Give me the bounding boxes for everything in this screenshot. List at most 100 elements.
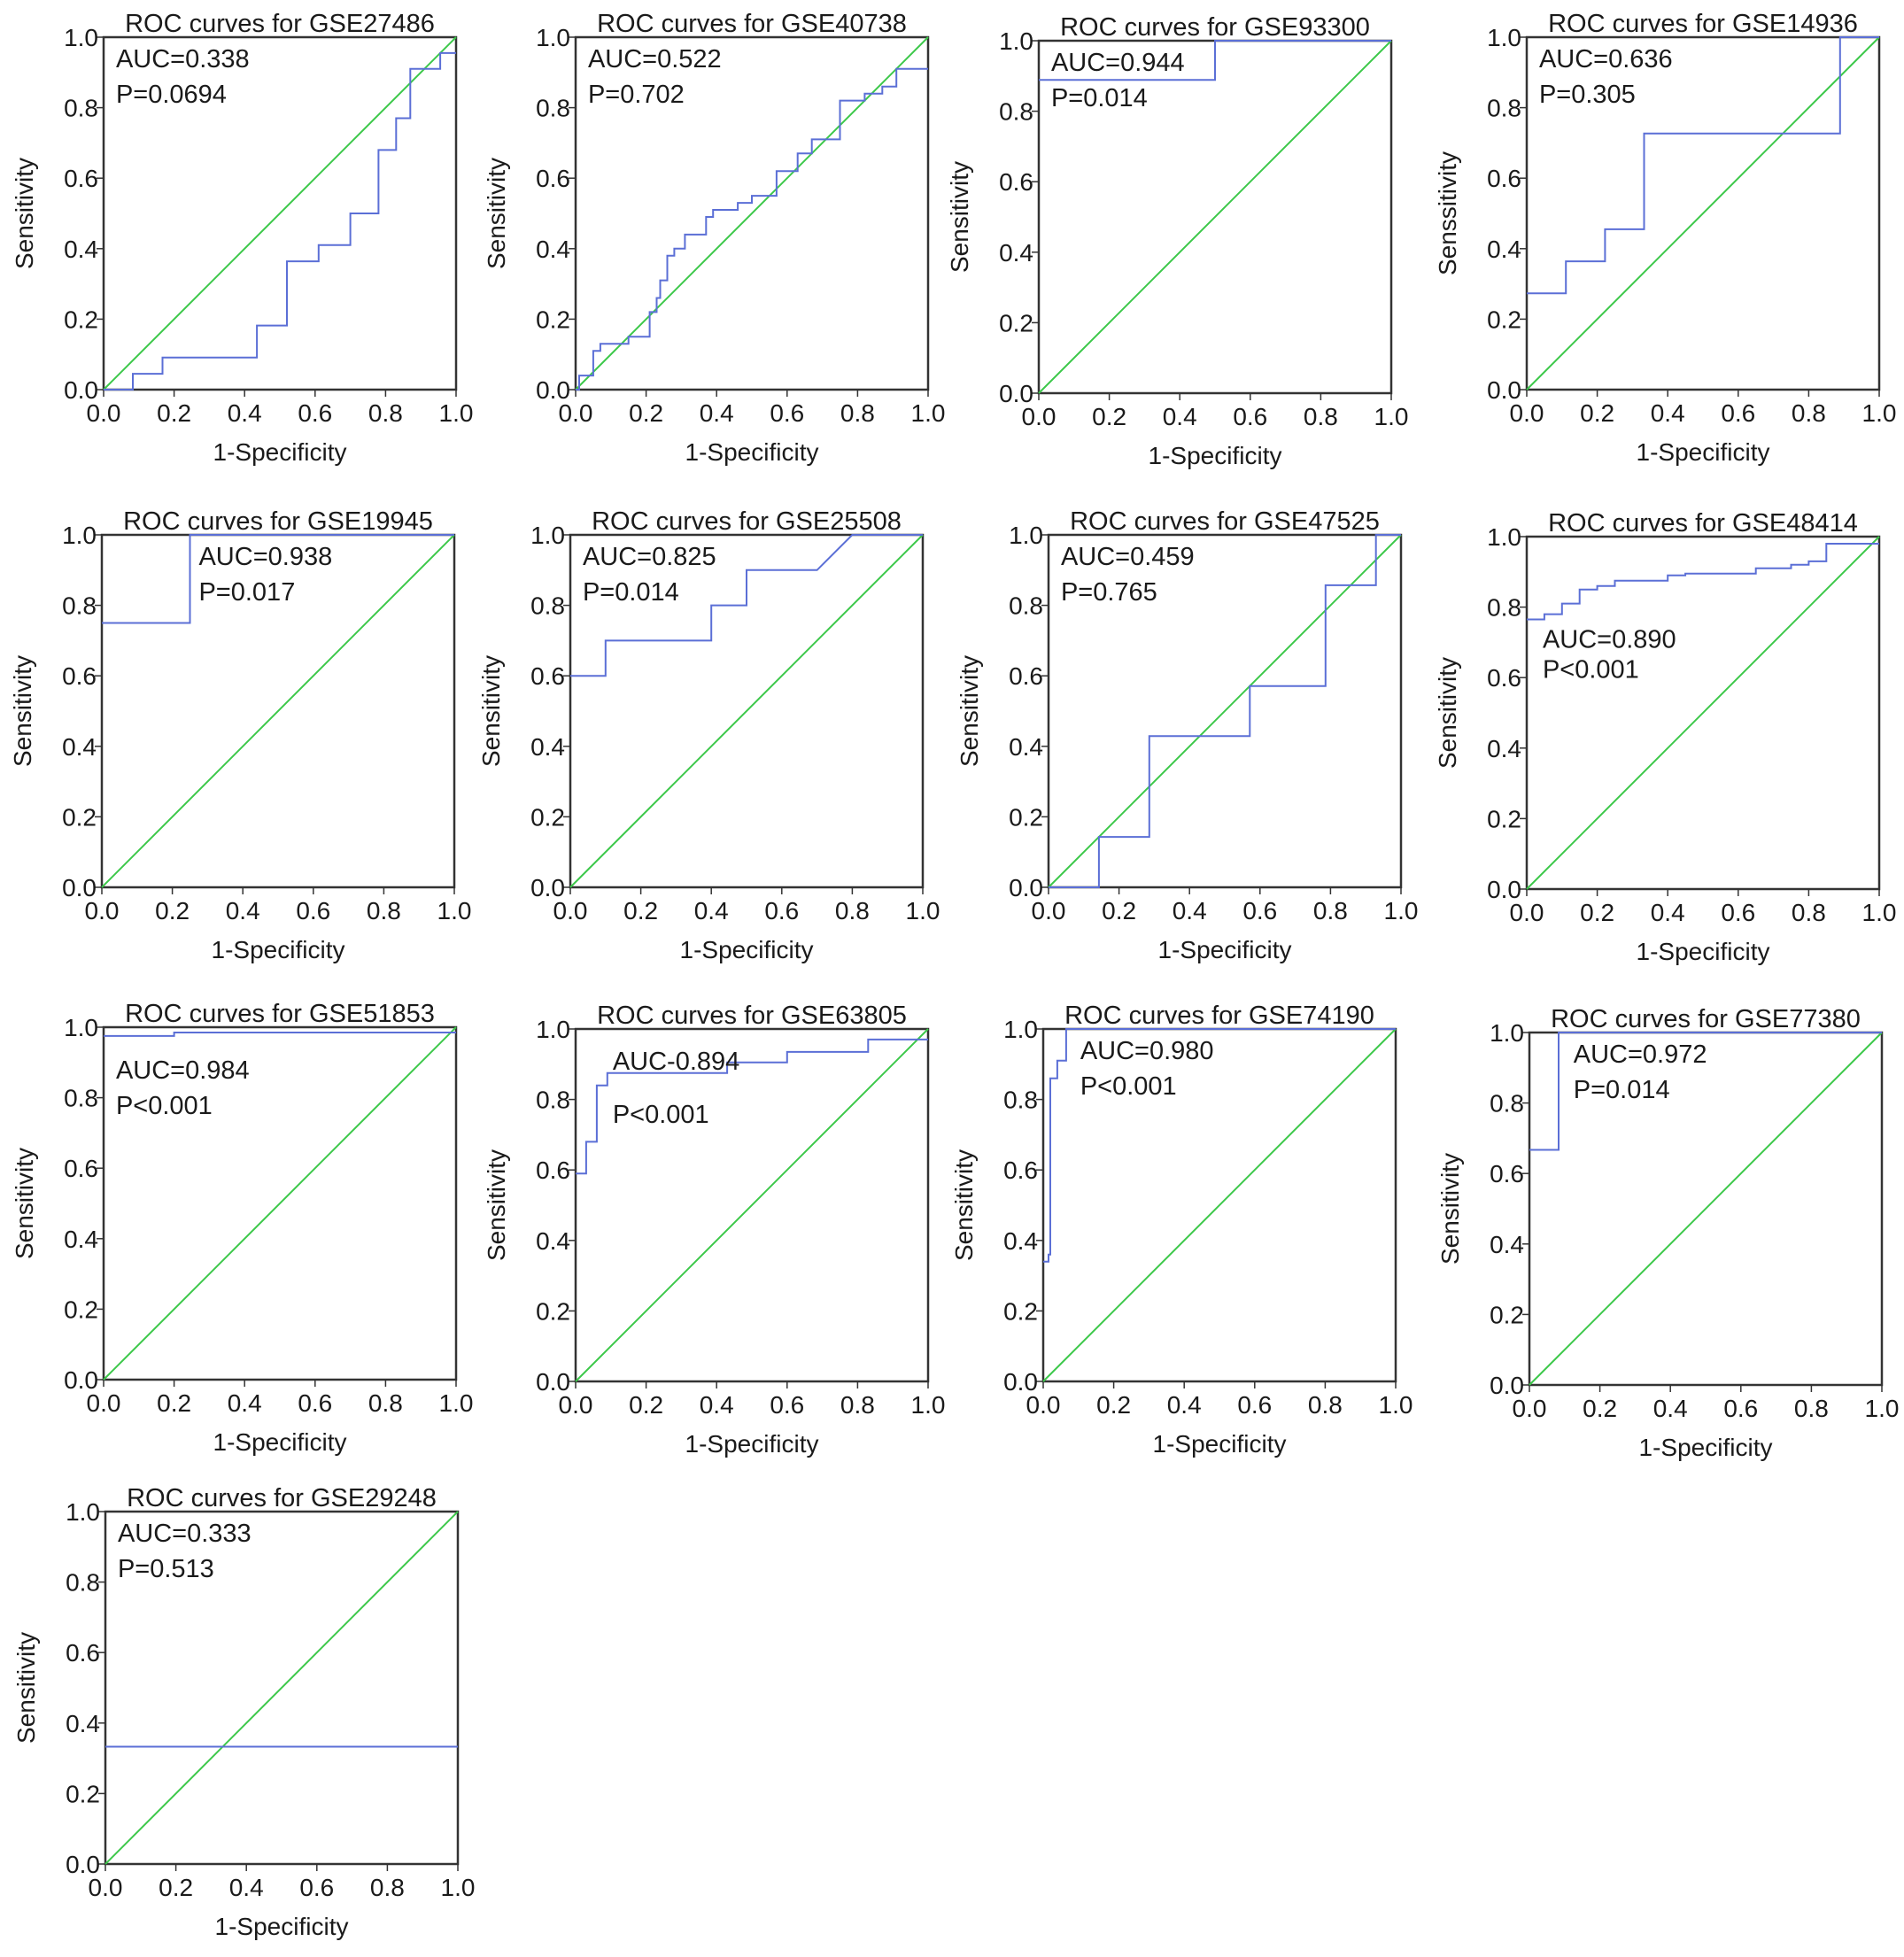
y-axis-label: Sensitivity bbox=[483, 1149, 510, 1261]
y-tick-label: 0.0 bbox=[66, 1851, 100, 1878]
plot-frame bbox=[102, 35, 458, 391]
plot-frame bbox=[574, 1027, 930, 1383]
roc-curve bbox=[1529, 1032, 1882, 1151]
reference-diagonal-line bbox=[1048, 534, 1402, 888]
roc-panel: ROC curves for GSE77380 0.0 0.0 0.2 0.2 0.4 0.… bbox=[1426, 995, 1901, 1478]
y-tick-label: 0.8 bbox=[536, 95, 570, 122]
y-axis-label: Sensitivity bbox=[9, 655, 36, 767]
x-tick-label: 1.0 bbox=[437, 897, 472, 924]
roc-curve bbox=[1527, 543, 1879, 621]
reference-diagonal-line bbox=[569, 534, 924, 888]
x-axis-label: 1-Specificity bbox=[213, 438, 347, 466]
y-tick-label: 0.4 bbox=[64, 236, 98, 263]
x-tick-label: 0.2 bbox=[629, 1391, 663, 1419]
y-axis-label: Sensitivity bbox=[483, 158, 510, 269]
plot-frame bbox=[102, 1025, 458, 1381]
y-tick-label: 0.2 bbox=[1487, 805, 1521, 832]
chart-title: ROC curves for GSE51853 bbox=[125, 1000, 435, 1028]
y-tick-label: 0.4 bbox=[62, 733, 97, 761]
y-axis-label: Sensitivity bbox=[12, 1632, 40, 1744]
reference-diagonal-line bbox=[1526, 536, 1880, 890]
y-tick-label: 1.0 bbox=[536, 24, 570, 51]
y-tick-label: 0.0 bbox=[64, 376, 98, 404]
y-tick-label: 0.6 bbox=[64, 1155, 98, 1182]
chart-title: ROC curves for GSE93300 bbox=[1060, 13, 1370, 42]
x-axis-label: 1-Specificity bbox=[1149, 442, 1282, 469]
x-tick-label: 1.0 bbox=[911, 399, 946, 427]
x-tick-label: 0.6 bbox=[296, 897, 330, 924]
x-tick-label: 0.4 bbox=[1163, 403, 1197, 430]
x-tick-label: 0.6 bbox=[1237, 1391, 1272, 1419]
y-tick-label: 0.6 bbox=[1487, 664, 1521, 692]
y-axis-label: Sensitivity bbox=[946, 161, 973, 273]
x-axis-label: 1-Specificity bbox=[1637, 938, 1770, 965]
x-tick-label: 0.0 bbox=[1510, 899, 1544, 926]
reference-diagonal-line bbox=[101, 534, 455, 888]
x-axis-label: 1-Specificity bbox=[1637, 438, 1770, 466]
y-tick-label: 0.6 bbox=[1490, 1160, 1524, 1187]
x-tick-label: 0.2 bbox=[157, 1389, 191, 1417]
y-tick-label: 0.6 bbox=[66, 1639, 100, 1667]
plot-frame bbox=[1525, 35, 1881, 391]
y-tick-label: 0.8 bbox=[1003, 1087, 1038, 1114]
roc-panel: ROC curves for GSE19945 0.0 0.0 0.2 0.2 0.4 0.… bbox=[0, 498, 474, 980]
x-tick-label: 0.8 bbox=[1794, 1395, 1829, 1422]
x-tick-label: 1.0 bbox=[1862, 899, 1897, 926]
x-tick-label: 0.2 bbox=[157, 399, 191, 427]
roc-chart: ROC curves for GSE48414 0.00.0 0.2 0.2 0.4 0.… bbox=[1434, 509, 1897, 965]
y-tick-label: 0.8 bbox=[1487, 594, 1521, 622]
y-tick-label: 0.0 bbox=[536, 376, 570, 404]
y-tick-label: 0.8 bbox=[536, 1087, 570, 1114]
x-tick-label: 1.0 bbox=[911, 1391, 946, 1419]
y-tick-label: 0.6 bbox=[1003, 1156, 1038, 1184]
roc-curve bbox=[570, 534, 923, 677]
y-tick-label: 1.0 bbox=[1487, 523, 1521, 551]
roc-curve bbox=[104, 51, 456, 391]
y-tick-label: 1.0 bbox=[64, 1014, 98, 1041]
y-tick-label: 0.0 bbox=[1003, 1368, 1038, 1396]
x-tick-label: 0.0 bbox=[1510, 399, 1544, 427]
reference-diagonal-line bbox=[575, 36, 929, 391]
roc-panel: ROC curves for GSE14936 0.0 0.0 0.2 0.2 0.4 0.… bbox=[1423, 0, 1899, 483]
x-tick-label: 0.8 bbox=[1308, 1391, 1343, 1419]
y-tick-label: 0.0 bbox=[530, 874, 565, 901]
reference-diagonal-line bbox=[103, 36, 457, 391]
x-tick-label: 0.6 bbox=[770, 1391, 804, 1419]
chart-title: ROC curves for GSE14936 bbox=[1548, 10, 1858, 38]
p-value-annotation: P=0.765 bbox=[1061, 578, 1157, 607]
y-tick-label: 0.2 bbox=[64, 306, 98, 333]
y-tick-label: 0.4 bbox=[66, 1710, 100, 1737]
y-tick-label: 1.0 bbox=[536, 1016, 570, 1043]
x-tick-label: 0.0 bbox=[559, 1391, 593, 1419]
x-tick-label: 0.6 bbox=[298, 399, 332, 427]
roc-chart: ROC curves for GSE40738 0.00.0 0.2 0.2 0.4 0.… bbox=[483, 10, 946, 466]
y-tick-label: 0.4 bbox=[536, 1227, 570, 1255]
x-tick-label: 0.8 bbox=[1304, 403, 1338, 430]
y-axis-label: Sensitivity bbox=[1436, 1153, 1464, 1265]
y-tick-label: 0.2 bbox=[1487, 306, 1521, 333]
y-tick-label: 0.0 bbox=[1487, 876, 1521, 903]
roc-chart: ROC curves for GSE29248 0.00.0 0.2 0.2 0.4 0.… bbox=[12, 1484, 475, 1940]
x-tick-label: 0.4 bbox=[229, 1874, 264, 1901]
reference-diagonal-line bbox=[103, 1026, 457, 1381]
p-value-annotation: P=0.0694 bbox=[116, 81, 227, 109]
auc-annotation: AUC=0.938 bbox=[198, 543, 332, 571]
x-tick-label: 0.8 bbox=[835, 897, 870, 924]
auc-annotation: AUC-0.894 bbox=[613, 1048, 739, 1076]
x-tick-label: 0.6 bbox=[1233, 403, 1267, 430]
y-tick-label: 1.0 bbox=[1490, 1019, 1524, 1047]
p-value-annotation: P<0.001 bbox=[1543, 655, 1639, 684]
y-tick-label: 0.4 bbox=[1490, 1231, 1524, 1258]
roc-panel: ROC curves for GSE25508 0.0 0.0 0.2 0.2 0.4 0.… bbox=[467, 498, 942, 980]
x-tick-label: 0.4 bbox=[1173, 897, 1207, 924]
chart-title: ROC curves for GSE77380 bbox=[1551, 1005, 1861, 1033]
x-tick-label: 0.0 bbox=[1022, 403, 1056, 430]
auc-annotation: AUC=0.980 bbox=[1080, 1037, 1214, 1065]
y-tick-label: 0.6 bbox=[1487, 165, 1521, 192]
y-tick-label: 0.2 bbox=[66, 1780, 100, 1807]
y-tick-label: 0.8 bbox=[64, 95, 98, 122]
x-tick-label: 0.2 bbox=[1092, 403, 1126, 430]
roc-chart: ROC curves for GSE63805 0.00.0 0.2 0.2 0.4 0.… bbox=[483, 1002, 946, 1458]
y-axis-label: Sensitivity bbox=[950, 1149, 978, 1261]
y-tick-label: 1.0 bbox=[530, 522, 565, 549]
